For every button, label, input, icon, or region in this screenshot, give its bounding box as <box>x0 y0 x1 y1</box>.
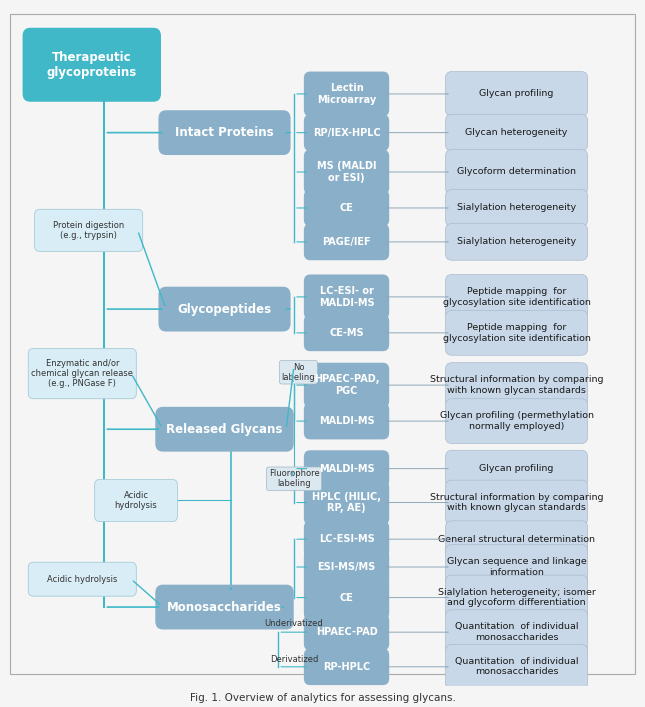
Text: Enzymatic and/or
chemical glycan release
(e.g., PNGase F): Enzymatic and/or chemical glycan release… <box>32 358 134 388</box>
Text: HPAEC-PAD: HPAEC-PAD <box>315 627 377 637</box>
Text: Structural information by comparing
with known glycan standards: Structural information by comparing with… <box>430 375 603 395</box>
Text: Sialylation heterogeneity; isomer
and glycoform differentiation: Sialylation heterogeneity; isomer and gl… <box>437 588 595 607</box>
FancyBboxPatch shape <box>304 274 389 320</box>
FancyBboxPatch shape <box>446 71 588 117</box>
Text: Fluorophore
labeling: Fluorophore labeling <box>269 469 319 489</box>
FancyBboxPatch shape <box>304 480 389 525</box>
Text: Fig. 1. Overview of analytics for assessing glycans.: Fig. 1. Overview of analytics for assess… <box>190 694 455 703</box>
Text: HPAEC-PAD,
PGC: HPAEC-PAD, PGC <box>313 374 379 396</box>
FancyBboxPatch shape <box>35 209 143 252</box>
FancyBboxPatch shape <box>304 450 389 487</box>
FancyBboxPatch shape <box>28 562 136 596</box>
Text: Released Glycans: Released Glycans <box>166 423 283 436</box>
Text: Structural information by comparing
with known glycan standards: Structural information by comparing with… <box>430 493 603 513</box>
FancyBboxPatch shape <box>446 274 588 320</box>
Text: Monosaccharides: Monosaccharides <box>167 600 282 614</box>
Text: LC-ESI- or
MALDI-MS: LC-ESI- or MALDI-MS <box>319 286 374 308</box>
Text: Acidic
hydrolysis: Acidic hydrolysis <box>115 491 157 510</box>
Text: Intact Proteins: Intact Proteins <box>175 126 274 139</box>
FancyBboxPatch shape <box>95 479 177 522</box>
Text: Glycan profiling: Glycan profiling <box>479 90 554 98</box>
Text: Underivatized: Underivatized <box>264 619 323 628</box>
Text: Glycoform determination: Glycoform determination <box>457 168 576 177</box>
Text: CE: CE <box>339 592 353 602</box>
FancyBboxPatch shape <box>446 189 588 226</box>
FancyBboxPatch shape <box>446 480 588 525</box>
FancyBboxPatch shape <box>446 310 588 355</box>
FancyBboxPatch shape <box>304 549 389 585</box>
FancyBboxPatch shape <box>155 407 293 452</box>
Text: Quantitation  of individual
monosaccharides: Quantitation of individual monosaccharid… <box>455 657 579 677</box>
FancyBboxPatch shape <box>304 648 389 685</box>
Text: CE-MS: CE-MS <box>329 328 364 338</box>
Text: RP/IEX-HPLC: RP/IEX-HPLC <box>313 128 381 138</box>
Text: RP-HPLC: RP-HPLC <box>323 662 370 672</box>
FancyBboxPatch shape <box>446 575 588 620</box>
FancyBboxPatch shape <box>446 521 588 558</box>
Text: MS (MALDI
or ESI): MS (MALDI or ESI) <box>317 161 376 183</box>
FancyBboxPatch shape <box>446 399 588 443</box>
FancyBboxPatch shape <box>304 223 389 260</box>
Text: CE: CE <box>339 203 353 213</box>
Text: LC-ESI-MS: LC-ESI-MS <box>319 534 374 544</box>
FancyBboxPatch shape <box>304 575 389 620</box>
Text: Lectin
Microarray: Lectin Microarray <box>317 83 376 105</box>
Text: Peptide mapping  for
glycosylation site identification: Peptide mapping for glycosylation site i… <box>442 287 590 307</box>
FancyBboxPatch shape <box>446 450 588 487</box>
Text: PAGE/IEF: PAGE/IEF <box>322 237 371 247</box>
Text: HPLC (HILIC,
RP, AE): HPLC (HILIC, RP, AE) <box>312 492 381 513</box>
FancyBboxPatch shape <box>446 544 588 590</box>
Text: Glycan heterogeneity: Glycan heterogeneity <box>465 128 568 137</box>
FancyBboxPatch shape <box>304 189 389 226</box>
Text: ESI-MS/MS: ESI-MS/MS <box>317 562 375 572</box>
FancyBboxPatch shape <box>304 403 389 440</box>
FancyBboxPatch shape <box>304 363 389 407</box>
Text: Glycan profiling: Glycan profiling <box>479 464 554 473</box>
Text: Derivatized: Derivatized <box>270 655 318 665</box>
FancyBboxPatch shape <box>446 223 588 260</box>
FancyBboxPatch shape <box>446 115 588 151</box>
Text: Glycopeptides: Glycopeptides <box>177 303 272 315</box>
Text: No
labeling: No labeling <box>282 363 315 382</box>
Text: General structural determination: General structural determination <box>438 534 595 544</box>
FancyBboxPatch shape <box>446 609 588 655</box>
FancyBboxPatch shape <box>159 110 291 155</box>
FancyBboxPatch shape <box>304 521 389 558</box>
FancyBboxPatch shape <box>446 150 588 194</box>
FancyBboxPatch shape <box>304 614 389 650</box>
FancyBboxPatch shape <box>159 287 291 332</box>
FancyBboxPatch shape <box>446 644 588 689</box>
Text: Quantitation  of individual
monosaccharides: Quantitation of individual monosaccharid… <box>455 622 579 642</box>
Text: Glycan sequence and linkage
information: Glycan sequence and linkage information <box>447 557 586 577</box>
FancyBboxPatch shape <box>23 28 161 102</box>
FancyBboxPatch shape <box>304 115 389 151</box>
FancyBboxPatch shape <box>446 363 588 407</box>
FancyBboxPatch shape <box>304 150 389 194</box>
FancyBboxPatch shape <box>28 349 136 399</box>
Text: MALDI-MS: MALDI-MS <box>319 464 374 474</box>
Text: Sialylation heterogeneity: Sialylation heterogeneity <box>457 238 576 247</box>
FancyBboxPatch shape <box>304 315 389 351</box>
FancyBboxPatch shape <box>304 71 389 117</box>
Text: Acidic hydrolysis: Acidic hydrolysis <box>47 575 117 584</box>
Text: Sialylation heterogeneity: Sialylation heterogeneity <box>457 204 576 213</box>
Text: Peptide mapping  for
glycosylation site identification: Peptide mapping for glycosylation site i… <box>442 323 590 343</box>
FancyBboxPatch shape <box>155 585 293 629</box>
Text: Protein digestion
(e.g., trypsin): Protein digestion (e.g., trypsin) <box>53 221 124 240</box>
Text: Therapeutic
glycoproteins: Therapeutic glycoproteins <box>46 51 137 78</box>
Text: Glycan profiling (permethylation
normally employed): Glycan profiling (permethylation normall… <box>439 411 593 431</box>
Text: MALDI-MS: MALDI-MS <box>319 416 374 426</box>
